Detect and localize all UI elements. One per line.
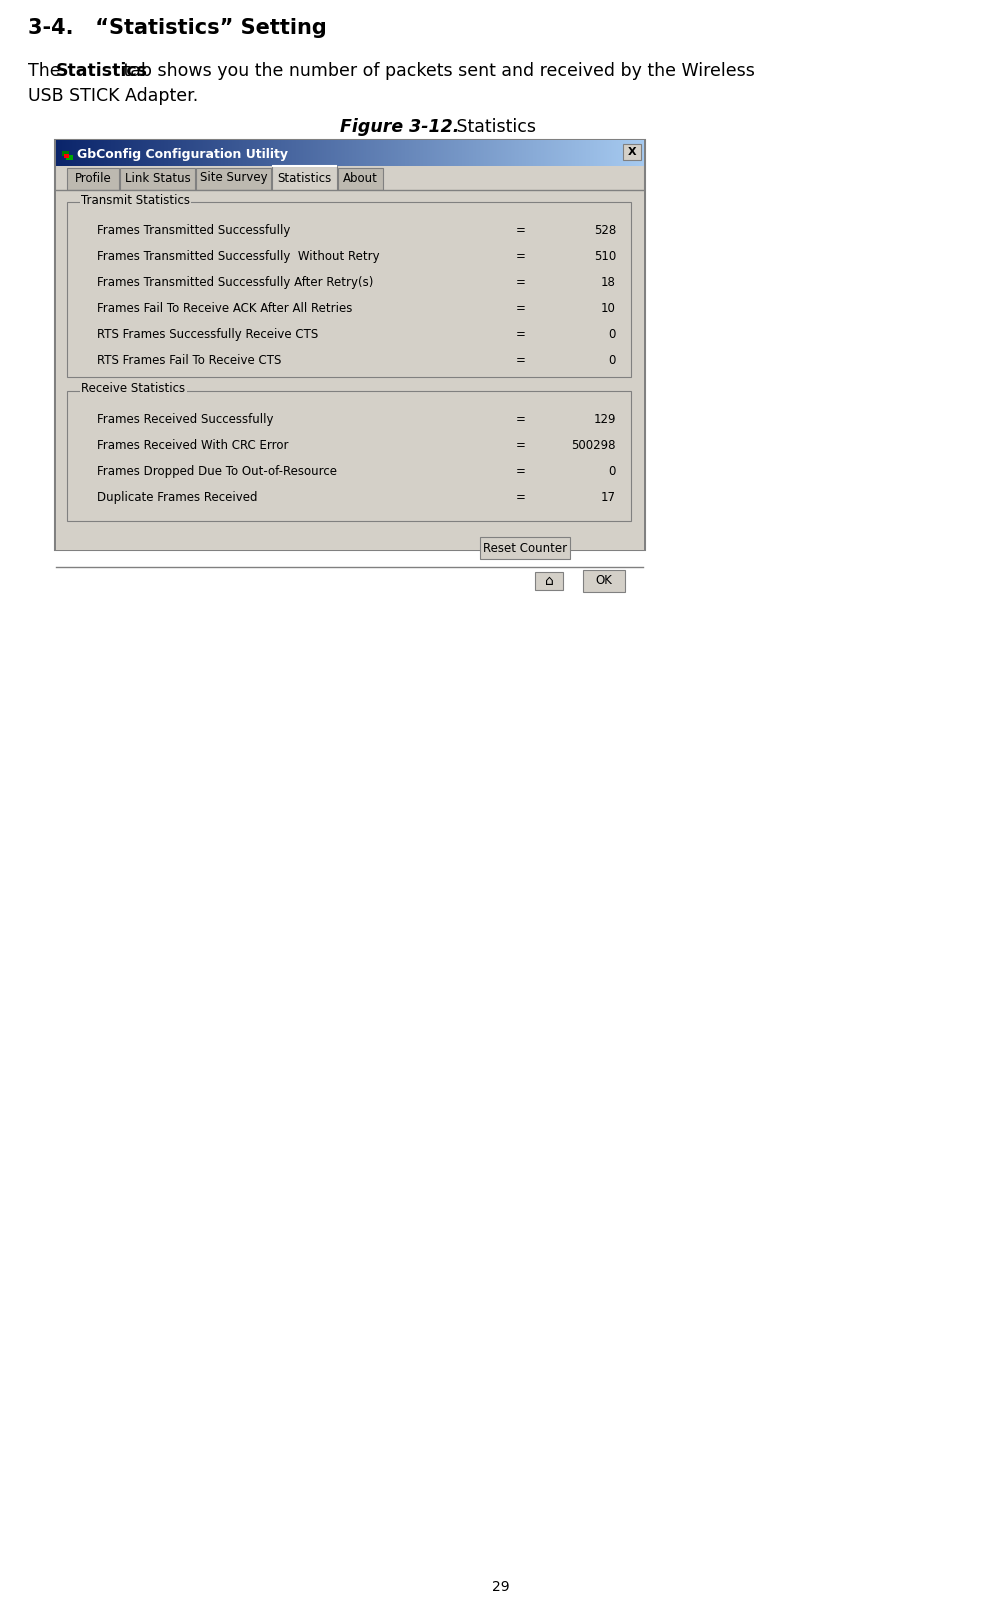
Text: =: = — [516, 276, 526, 289]
Text: Link Status: Link Status — [124, 171, 190, 184]
Text: Frames Transmitted Successfully After Retry(s): Frames Transmitted Successfully After Re… — [97, 276, 374, 289]
Bar — [64, 153, 69, 158]
Text: Figure 3-12.: Figure 3-12. — [340, 118, 459, 135]
Bar — [623, 144, 641, 160]
Text: =: = — [516, 224, 526, 237]
Text: Frames Dropped Due To Out-of-Resource: Frames Dropped Due To Out-of-Resource — [97, 465, 337, 477]
Bar — [56, 190, 644, 550]
Text: 0: 0 — [608, 327, 616, 340]
Text: =: = — [516, 353, 526, 368]
Text: Frames Received Successfully: Frames Received Successfully — [97, 413, 274, 426]
Text: tab shows you the number of packets sent and received by the Wireless: tab shows you the number of packets sent… — [118, 61, 755, 81]
Text: 528: 528 — [594, 224, 616, 237]
Text: Frames Transmitted Successfully  Without Retry: Frames Transmitted Successfully Without … — [97, 250, 380, 263]
Text: RTS Frames Fail To Receive CTS: RTS Frames Fail To Receive CTS — [97, 353, 282, 368]
Text: =: = — [516, 302, 526, 315]
Text: 0: 0 — [608, 465, 616, 477]
Text: =: = — [516, 465, 526, 477]
Text: Statistics: Statistics — [440, 118, 536, 135]
Bar — [67, 202, 631, 377]
Bar — [62, 152, 69, 156]
Text: 510: 510 — [594, 250, 616, 263]
Text: =: = — [516, 327, 526, 340]
Text: Statistics: Statistics — [56, 61, 148, 81]
Text: RTS Frames Successfully Receive CTS: RTS Frames Successfully Receive CTS — [97, 327, 319, 340]
Bar — [480, 537, 570, 560]
Bar — [67, 168, 119, 190]
Text: Profile: Profile — [74, 171, 111, 184]
Text: Statistics: Statistics — [278, 171, 332, 184]
Bar — [66, 155, 73, 160]
Bar — [535, 573, 563, 590]
Text: =: = — [516, 413, 526, 426]
Text: The: The — [28, 61, 66, 81]
Text: 10: 10 — [601, 302, 616, 315]
Bar — [583, 569, 625, 592]
Text: 29: 29 — [492, 1581, 510, 1594]
Text: =: = — [516, 250, 526, 263]
FancyBboxPatch shape — [55, 140, 645, 550]
Bar — [272, 166, 337, 192]
Text: X: X — [627, 147, 636, 156]
Text: Receive Statistics: Receive Statistics — [81, 382, 185, 395]
Text: Frames Fail To Receive ACK After All Retries: Frames Fail To Receive ACK After All Ret… — [97, 302, 353, 315]
Text: Duplicate Frames Received: Duplicate Frames Received — [97, 490, 258, 503]
Bar — [120, 168, 195, 190]
Bar — [67, 390, 631, 521]
Text: Transmit Statistics: Transmit Statistics — [81, 194, 190, 206]
Text: USB STICK Adapter.: USB STICK Adapter. — [28, 87, 198, 105]
Text: Reset Counter: Reset Counter — [483, 542, 567, 555]
Text: =: = — [516, 490, 526, 503]
Text: 0: 0 — [608, 353, 616, 368]
Text: ⌂: ⌂ — [545, 574, 553, 589]
Text: OK: OK — [595, 574, 612, 587]
Text: 18: 18 — [601, 276, 616, 289]
Text: GbConfig Configuration Utility: GbConfig Configuration Utility — [77, 148, 288, 161]
Text: About: About — [343, 171, 378, 184]
Text: 3-4.   “Statistics” Setting: 3-4. “Statistics” Setting — [28, 18, 327, 39]
Text: 500298: 500298 — [571, 439, 616, 452]
Text: =: = — [516, 439, 526, 452]
Text: 129: 129 — [593, 413, 616, 426]
Bar — [338, 168, 383, 190]
Text: Frames Received With CRC Error: Frames Received With CRC Error — [97, 439, 289, 452]
Text: 17: 17 — [601, 490, 616, 503]
Text: Frames Transmitted Successfully: Frames Transmitted Successfully — [97, 224, 291, 237]
Bar — [196, 168, 271, 190]
Text: Site Survey: Site Survey — [199, 171, 268, 184]
